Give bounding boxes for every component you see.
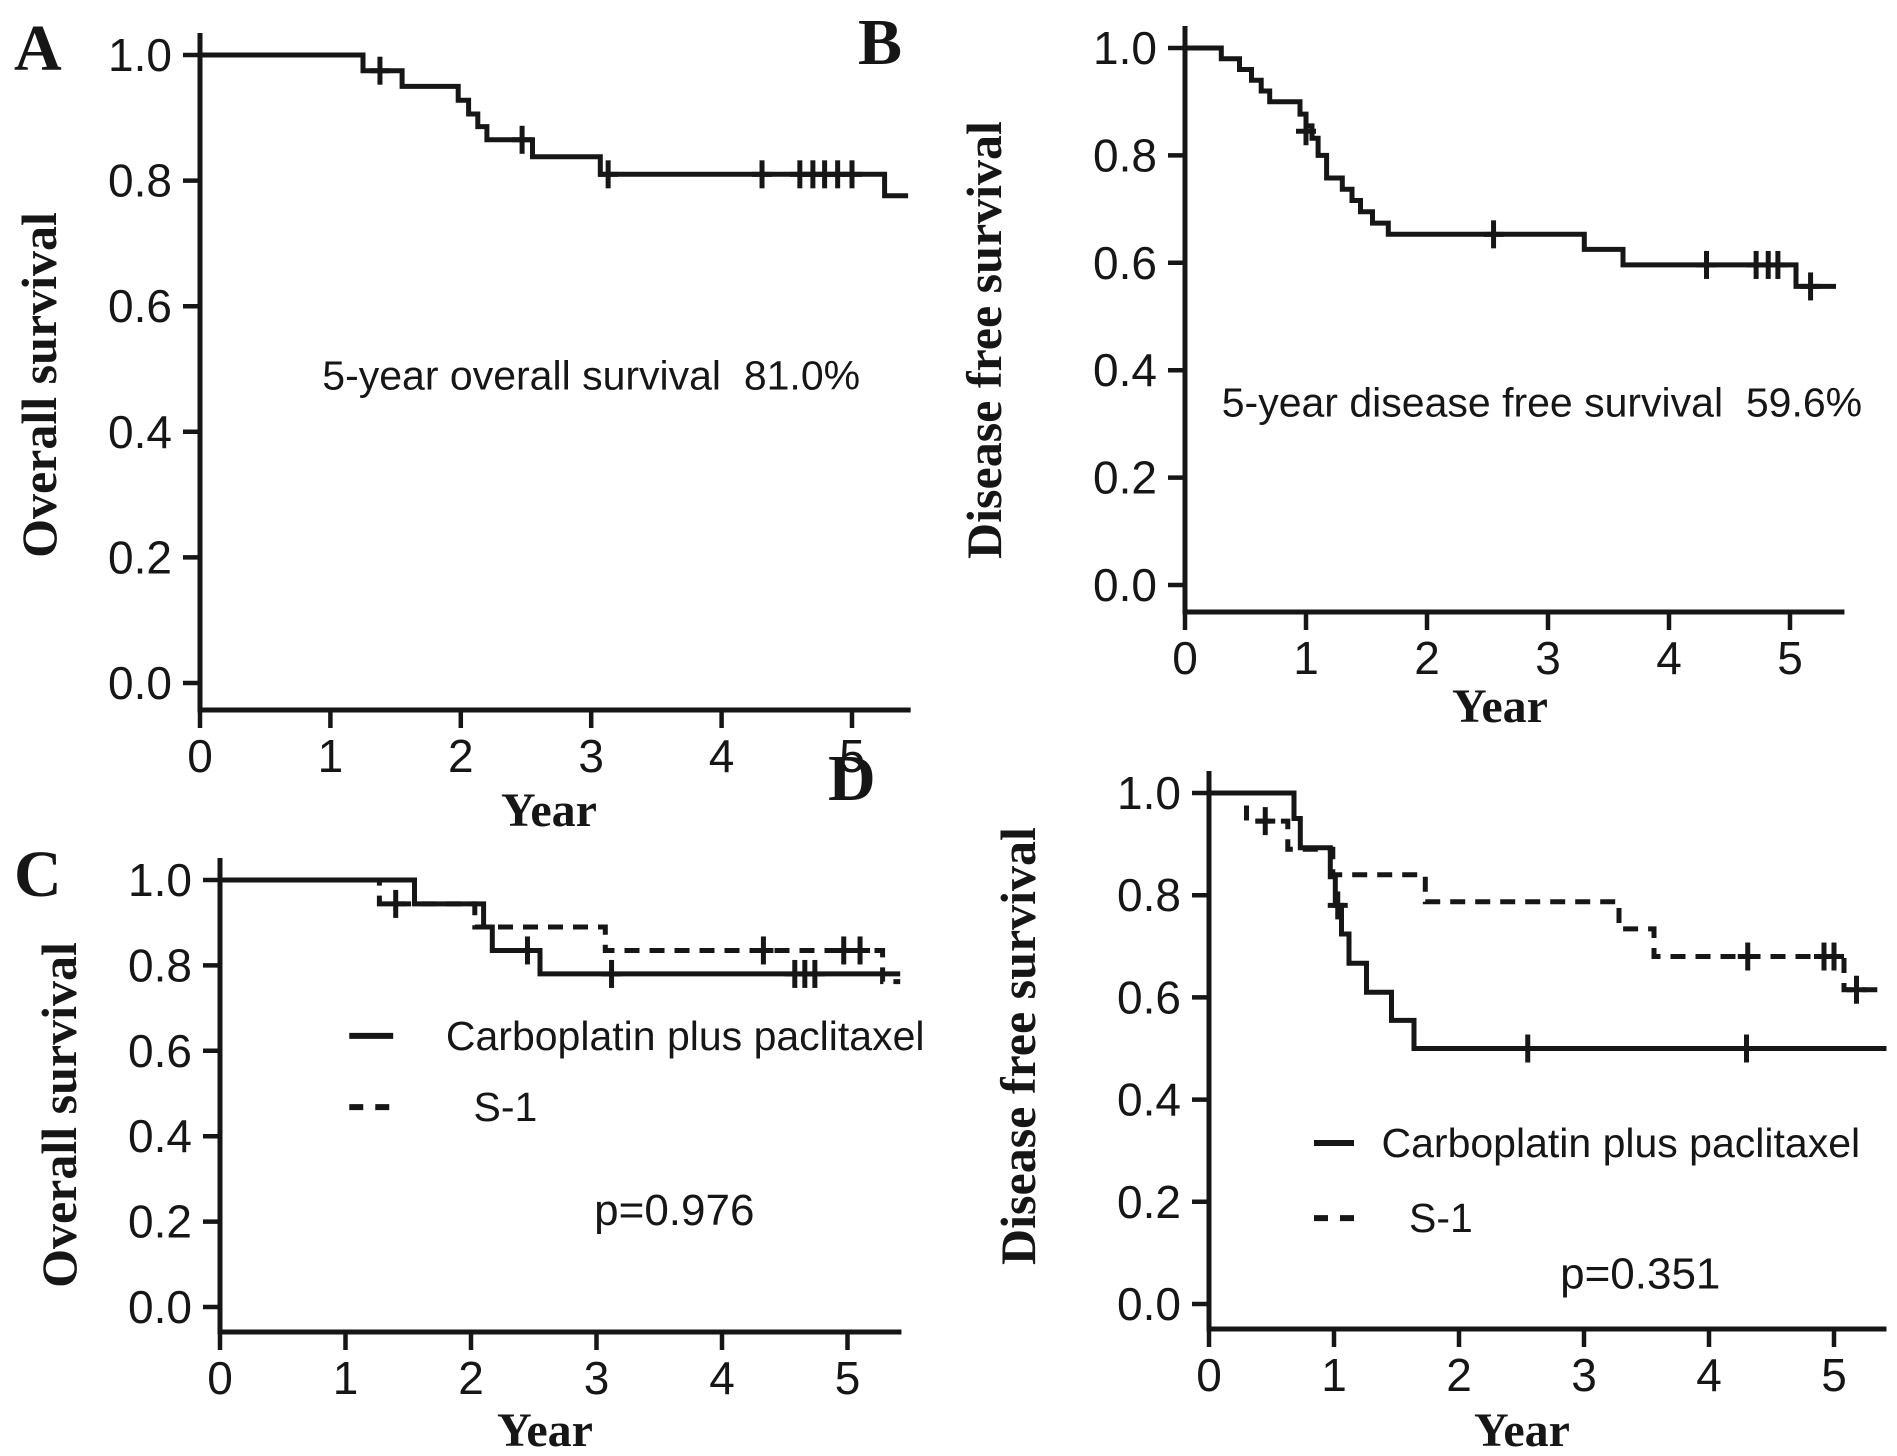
x-tick-label: 4 bbox=[1656, 632, 1682, 684]
x-axis-title: Year bbox=[501, 784, 597, 837]
y-tick-label: 0.2 bbox=[1093, 452, 1157, 504]
x-tick-label: 5 bbox=[1821, 1349, 1847, 1401]
censor-marks bbox=[1296, 117, 1821, 301]
panel-letter: A bbox=[14, 12, 62, 85]
km-curve-solid bbox=[1209, 790, 1887, 1051]
x-tick-label: 1 bbox=[318, 730, 344, 782]
x-tick-label: 5 bbox=[835, 1352, 861, 1404]
censor-marks bbox=[1327, 891, 1757, 1063]
x-tick-label: 3 bbox=[1535, 632, 1561, 684]
y-tick-label: 0.4 bbox=[108, 406, 172, 458]
km-curve-dashed bbox=[220, 877, 901, 985]
x-tick-label: 4 bbox=[709, 730, 735, 782]
y-axis-title: Overall survival bbox=[11, 212, 67, 558]
legend-label: Carboplatin plus paclitaxel bbox=[446, 1013, 925, 1059]
x-axis-title: Year bbox=[1474, 1404, 1570, 1456]
y-axis-title: Disease free survival bbox=[956, 121, 1012, 559]
y-tick-label: 0.6 bbox=[1093, 237, 1157, 289]
km-curve-solid bbox=[1185, 45, 1836, 289]
y-tick-label: 1.0 bbox=[1093, 22, 1157, 74]
y-tick-label: 0.8 bbox=[128, 939, 192, 991]
x-tick-label: 2 bbox=[1414, 632, 1440, 684]
x-tick-label: 1 bbox=[333, 1352, 359, 1404]
panel-D: D 0.0 0.2 0.4 0.6 0.8 1.0 0 1 2 3 4 5 Disease free su… bbox=[828, 742, 1887, 1456]
x-tick-label: 5 bbox=[839, 730, 865, 782]
y-tick-label: 0.4 bbox=[1093, 344, 1157, 396]
x-tick-label: 1 bbox=[1321, 1349, 1347, 1401]
panel-letter: C bbox=[14, 838, 62, 911]
y-tick-label: 0.2 bbox=[1117, 1176, 1181, 1228]
y-tick-label: 0.2 bbox=[128, 1196, 192, 1248]
y-tick-label: 0.8 bbox=[1117, 869, 1181, 921]
x-axis-title: Year bbox=[497, 1404, 593, 1456]
legend: Carboplatin plus paclitaxel S-1 bbox=[1314, 1120, 1860, 1241]
y-tick-label: 0.0 bbox=[1117, 1278, 1181, 1330]
y-tick-label: 0.8 bbox=[108, 155, 172, 207]
censor-marks bbox=[517, 936, 825, 988]
y-tick-label: 0.6 bbox=[128, 1025, 192, 1077]
y-tick-label: 0.8 bbox=[1093, 129, 1157, 181]
y-tick-label: 0.0 bbox=[128, 1281, 192, 1333]
x-tick-label: 4 bbox=[709, 1352, 735, 1404]
x-tick-label: 0 bbox=[1172, 632, 1198, 684]
x-tick-label: 1 bbox=[1293, 632, 1319, 684]
p-value: p=0.976 bbox=[594, 1186, 754, 1235]
panel-letter: D bbox=[828, 742, 876, 815]
panel-A: A 0.0 0.2 0.4 0.6 0.8 1.0 0 1 2 3 4 5 Overall surviva… bbox=[11, 12, 911, 837]
x-tick-label: 5 bbox=[1777, 632, 1803, 684]
x-tick-label: 4 bbox=[1696, 1349, 1722, 1401]
x-tick-label: 0 bbox=[207, 1352, 233, 1404]
x-tick-label: 0 bbox=[187, 730, 213, 782]
x-tick-label: 2 bbox=[448, 730, 474, 782]
y-tick-label: 1.0 bbox=[108, 29, 172, 81]
y-axis-title: Overall survival bbox=[31, 942, 87, 1288]
x-tick-label: 3 bbox=[578, 730, 604, 782]
x-tick-label: 2 bbox=[458, 1352, 484, 1404]
y-tick-label: 0.0 bbox=[108, 657, 172, 709]
legend-label: Carboplatin plus paclitaxel bbox=[1382, 1120, 1861, 1166]
x-tick-label: 3 bbox=[584, 1352, 610, 1404]
y-tick-label: 0.6 bbox=[1117, 971, 1181, 1023]
y-axis-title: Disease free survival bbox=[990, 827, 1046, 1265]
censor-marks bbox=[1255, 807, 1867, 1004]
p-value: p=0.351 bbox=[1560, 1249, 1720, 1298]
km-curve-dashed bbox=[1209, 790, 1879, 993]
y-tick-label: 0.2 bbox=[108, 531, 172, 583]
x-tick-label: 0 bbox=[1196, 1349, 1222, 1401]
legend: Carboplatin plus paclitaxel S-1 bbox=[349, 1013, 925, 1130]
panel-letter: B bbox=[858, 6, 902, 79]
y-tick-label: 1.0 bbox=[1117, 767, 1181, 819]
x-tick-label: 3 bbox=[1571, 1349, 1597, 1401]
x-tick-label: 2 bbox=[1446, 1349, 1472, 1401]
annotation-text: 5-year overall survival 81.0% bbox=[322, 352, 860, 398]
y-tick-label: 0.4 bbox=[1117, 1074, 1181, 1126]
panel-B: B 0.0 0.2 0.4 0.6 0.8 1.0 0 1 2 3 4 5 Disease free su… bbox=[858, 6, 1862, 733]
y-tick-label: 0.0 bbox=[1093, 559, 1157, 611]
panel-C: C 0.0 0.2 0.4 0.6 0.8 1.0 0 1 2 3 4 5 Overall surviva… bbox=[14, 838, 925, 1456]
annotation-text: 5-year disease free survival 59.6% bbox=[1222, 379, 1862, 425]
legend-label: S-1 bbox=[1409, 1195, 1473, 1241]
censor-marks bbox=[385, 889, 871, 965]
x-axis-title: Year bbox=[1452, 680, 1548, 733]
y-tick-label: 1.0 bbox=[128, 854, 192, 906]
y-tick-label: 0.4 bbox=[128, 1110, 192, 1162]
km-curve-solid bbox=[200, 52, 909, 199]
y-tick-label: 0.6 bbox=[108, 280, 172, 332]
legend-label: S-1 bbox=[474, 1084, 538, 1130]
censor-marks bbox=[369, 56, 862, 189]
